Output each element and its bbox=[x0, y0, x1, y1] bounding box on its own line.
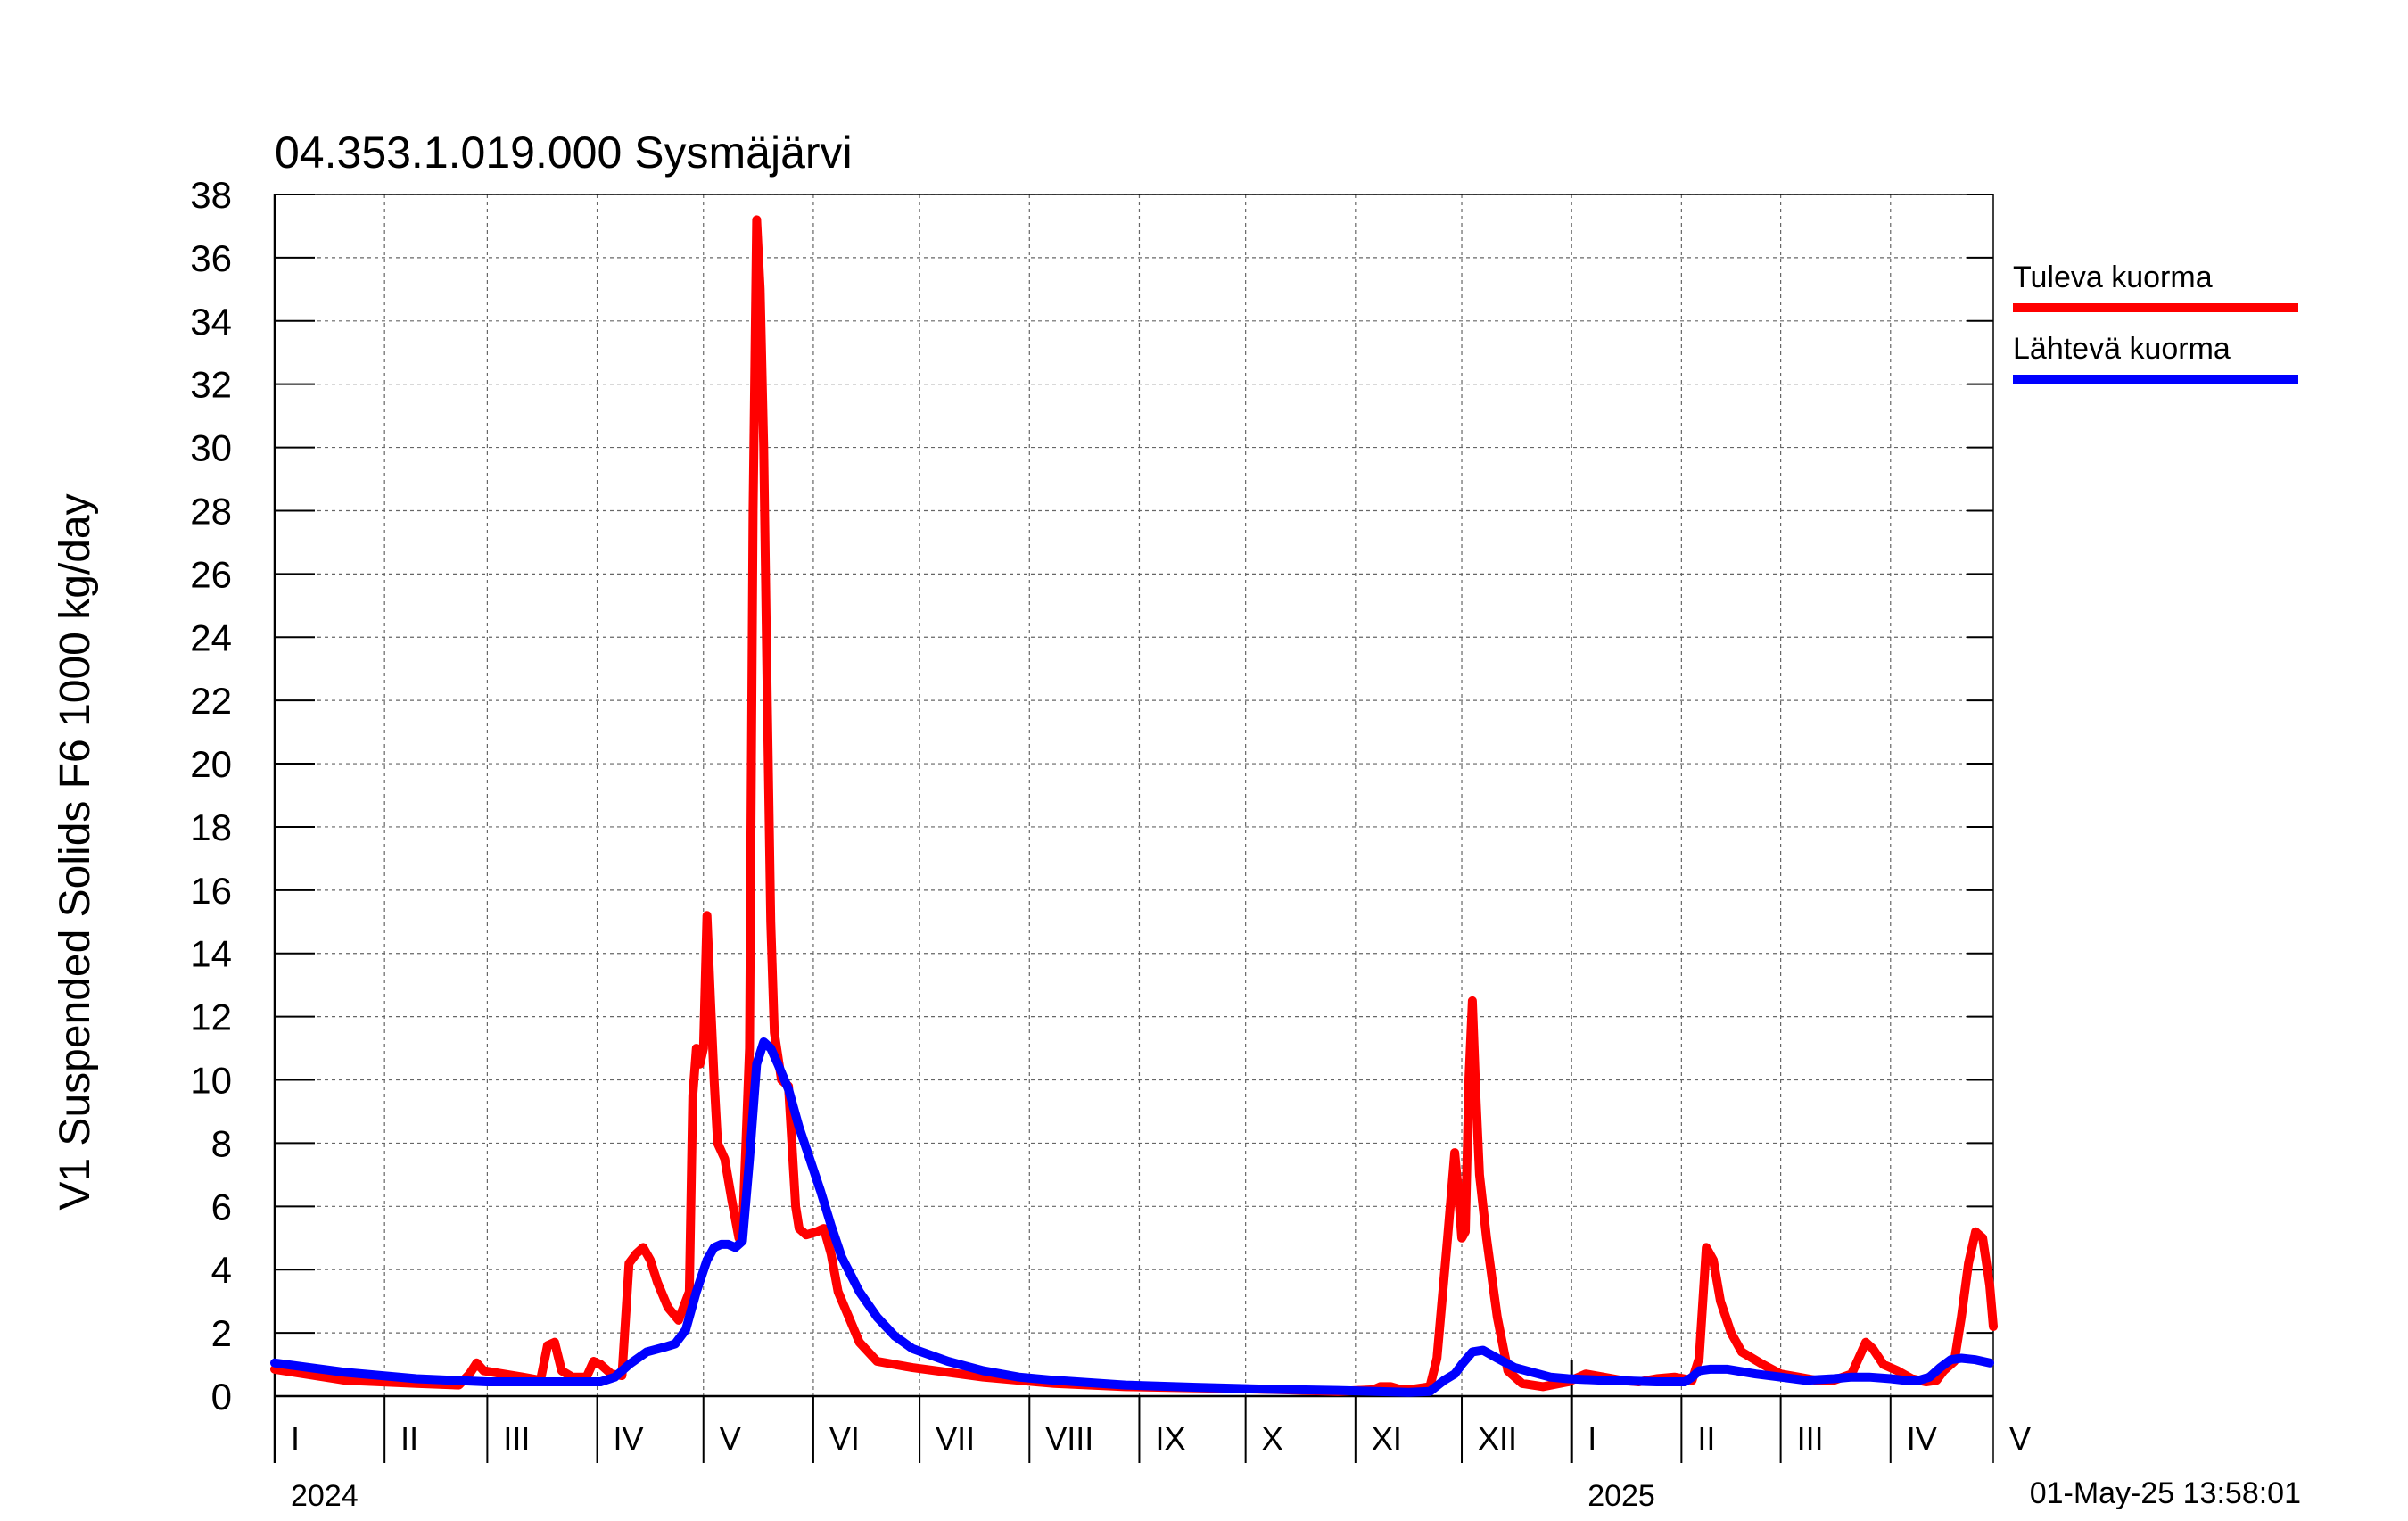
month-label: VII bbox=[936, 1420, 975, 1457]
y-tick-label: 14 bbox=[190, 933, 232, 975]
month-label: III bbox=[503, 1420, 530, 1457]
month-label: II bbox=[400, 1420, 418, 1457]
y-tick-label: 34 bbox=[190, 301, 232, 343]
y-tick-label: 0 bbox=[211, 1376, 232, 1418]
month-label: I bbox=[1587, 1420, 1596, 1457]
y-tick-label: 32 bbox=[190, 364, 232, 406]
month-label: V bbox=[720, 1420, 741, 1457]
month-label: II bbox=[1697, 1420, 1715, 1457]
chart-title: 04.353.1.019.000 Sysmäjärvi bbox=[275, 128, 853, 178]
y-axis-label: V1 Suspended Solids F6 1000 kg/day bbox=[52, 493, 99, 1210]
month-label: I bbox=[291, 1420, 300, 1457]
y-tick-label: 10 bbox=[190, 1060, 232, 1102]
month-label: IX bbox=[1155, 1420, 1185, 1457]
year-label: 2024 bbox=[291, 1479, 359, 1513]
series-line-lahteva-kuorma bbox=[270, 1037, 1994, 1397]
month-label: XI bbox=[1372, 1420, 1402, 1457]
month-label: VI bbox=[829, 1420, 860, 1457]
y-tick-label: 16 bbox=[190, 870, 232, 912]
y-tick-label: 36 bbox=[190, 237, 232, 279]
month-label: IV bbox=[1907, 1420, 1937, 1457]
legend-label: Lähtevä kuorma bbox=[2013, 332, 2231, 366]
month-label: V bbox=[2009, 1420, 2031, 1457]
series bbox=[270, 215, 1998, 1397]
y-tick-label: 6 bbox=[211, 1186, 232, 1228]
y-tick-label: 38 bbox=[190, 174, 232, 216]
y-tick-label: 12 bbox=[190, 996, 232, 1038]
y-tick-label: 28 bbox=[190, 490, 232, 532]
year-label: 2025 bbox=[1587, 1479, 1655, 1513]
y-tick-label: 18 bbox=[190, 806, 232, 848]
y-tick-label: 30 bbox=[190, 427, 232, 469]
grid bbox=[275, 194, 1993, 1396]
y-tick-label: 22 bbox=[190, 680, 232, 722]
month-label: XII bbox=[1478, 1420, 1517, 1457]
timestamp: 01-May-25 13:58:01 bbox=[2030, 1476, 2301, 1510]
y-tick-label: 4 bbox=[211, 1249, 232, 1291]
y-tick-label: 26 bbox=[190, 553, 232, 595]
legend: Tuleva kuorma Lähtevä kuorma bbox=[2013, 260, 2298, 384]
y-tick-label: 24 bbox=[190, 616, 232, 658]
month-label: VIII bbox=[1045, 1420, 1093, 1457]
series-line-tuleva-kuorma bbox=[270, 215, 1998, 1396]
month-label: III bbox=[1797, 1420, 1824, 1457]
month-label: IV bbox=[614, 1420, 644, 1457]
y-tick-label: 8 bbox=[211, 1122, 232, 1164]
y-tick-label: 20 bbox=[190, 743, 232, 785]
y-tick-label: 2 bbox=[211, 1312, 232, 1354]
month-label: X bbox=[1262, 1420, 1283, 1457]
legend-label: Tuleva kuorma bbox=[2013, 260, 2213, 294]
